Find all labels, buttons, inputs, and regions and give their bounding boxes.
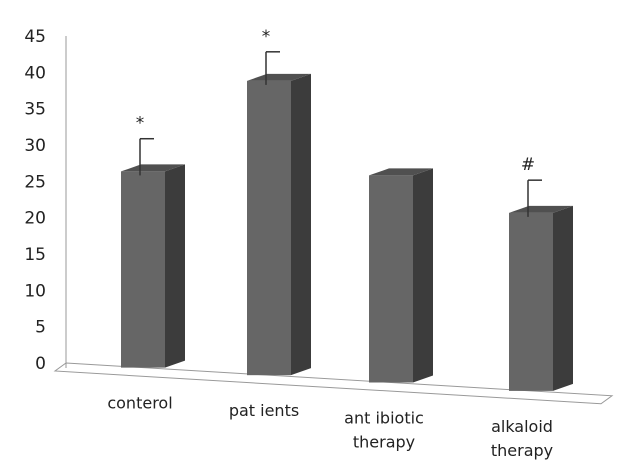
bar-top-face <box>121 164 185 172</box>
bar-front-face <box>247 80 291 376</box>
chart-axes <box>53 36 614 405</box>
bar-side-face <box>291 73 311 376</box>
significance-marker: * <box>262 27 271 47</box>
y-tick-label: 20 <box>24 209 46 229</box>
x-tick-label-line: therapy <box>491 441 553 460</box>
y-tick-label: 0 <box>35 354 46 374</box>
y-tick-label: 25 <box>24 172 46 192</box>
bar-top-face <box>369 168 433 176</box>
bar-top-face <box>247 73 311 81</box>
x-tick-label: pat ients <box>229 401 299 420</box>
y-tick-label: 5 <box>35 318 46 338</box>
bar-side-face <box>553 205 573 391</box>
chart-floor <box>53 362 614 405</box>
bar-side-face <box>413 168 433 383</box>
y-tick-label: 35 <box>24 100 46 120</box>
y-axis-ticks: 0 5 10 15 20 25 30 35 40 45 <box>24 27 46 374</box>
x-tick-label-line: pat ients <box>229 401 299 420</box>
x-axis-labels: conterol pat ients ant ibiotictherapyalkal… <box>107 394 553 460</box>
significance-marker: * <box>136 114 145 134</box>
x-tick-label-line: alkaloid <box>491 417 553 436</box>
y-tick-label: 45 <box>24 27 46 47</box>
bar-top-face <box>509 205 573 213</box>
bar: * <box>247 27 311 376</box>
x-tick-label: alkaloid therapy <box>491 417 553 460</box>
x-tick-label-line: ant ibiotic <box>344 409 424 428</box>
bar-series: * * # <box>121 27 573 391</box>
x-tick-label: ant ibiotic therapy <box>344 409 424 452</box>
bar-side-face <box>165 164 185 368</box>
bar-front-face <box>509 212 553 391</box>
bar-front-face <box>121 171 165 368</box>
y-tick-label: 30 <box>24 136 46 156</box>
bar <box>369 168 433 383</box>
x-tick-label-line: conterol <box>107 394 172 413</box>
y-tick-label: 40 <box>24 63 46 83</box>
x-tick-label: conterol <box>107 394 172 413</box>
y-tick-label: 10 <box>24 281 46 301</box>
bar-front-face <box>369 175 413 383</box>
significance-marker: # <box>521 155 535 175</box>
bar: * <box>121 114 185 368</box>
bar: # <box>509 155 573 391</box>
y-tick-label: 15 <box>24 245 46 265</box>
x-tick-label-line: therapy <box>353 433 415 452</box>
